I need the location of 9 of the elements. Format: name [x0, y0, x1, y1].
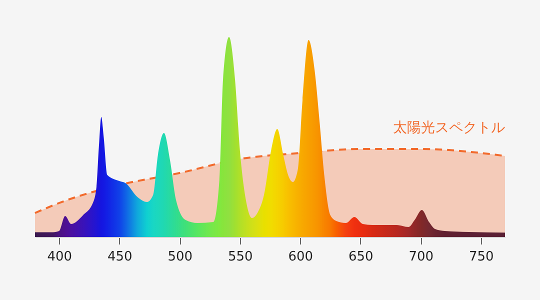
x-tick-label: 400	[47, 250, 72, 264]
x-tick-label: 500	[168, 250, 193, 264]
series-label: 太陽光スペクトル	[393, 120, 505, 136]
x-tick-label: 550	[228, 250, 253, 264]
x-tick-label: 750	[468, 250, 494, 264]
x-tick-label: 650	[348, 250, 374, 264]
x-tick-label: 450	[107, 250, 132, 264]
x-tick-label: 700	[408, 250, 434, 264]
x-tick-label: 600	[288, 250, 314, 264]
